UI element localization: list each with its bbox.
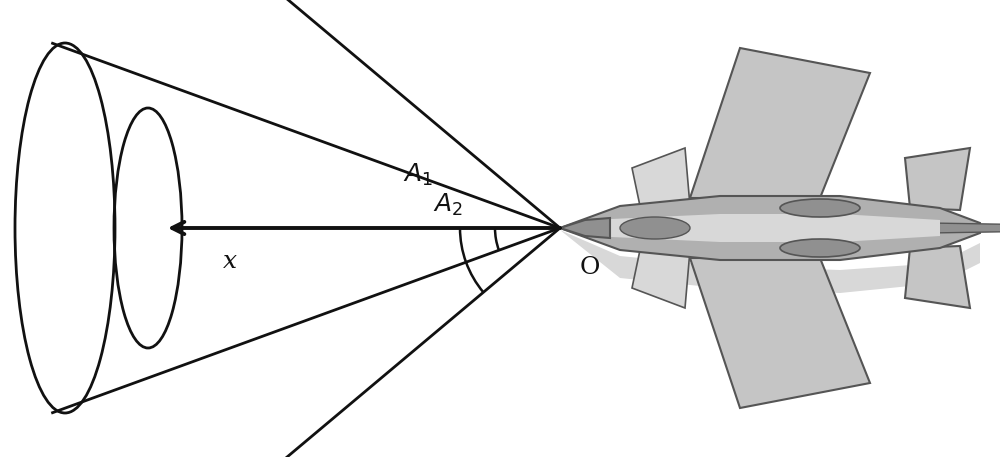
Text: $A_2$: $A_2$ [433,192,463,218]
Text: $A_1$: $A_1$ [403,162,433,188]
Polygon shape [560,230,980,293]
Text: O: O [580,256,600,280]
Polygon shape [632,148,690,206]
Polygon shape [590,214,940,242]
Ellipse shape [620,217,690,239]
Polygon shape [560,196,980,260]
Polygon shape [632,250,690,308]
Polygon shape [930,223,1000,233]
Ellipse shape [780,239,860,257]
Polygon shape [905,246,970,308]
Polygon shape [690,48,870,198]
Polygon shape [905,148,970,210]
Polygon shape [690,258,870,408]
Polygon shape [560,218,610,238]
Text: x: x [223,250,237,273]
Ellipse shape [780,199,860,217]
